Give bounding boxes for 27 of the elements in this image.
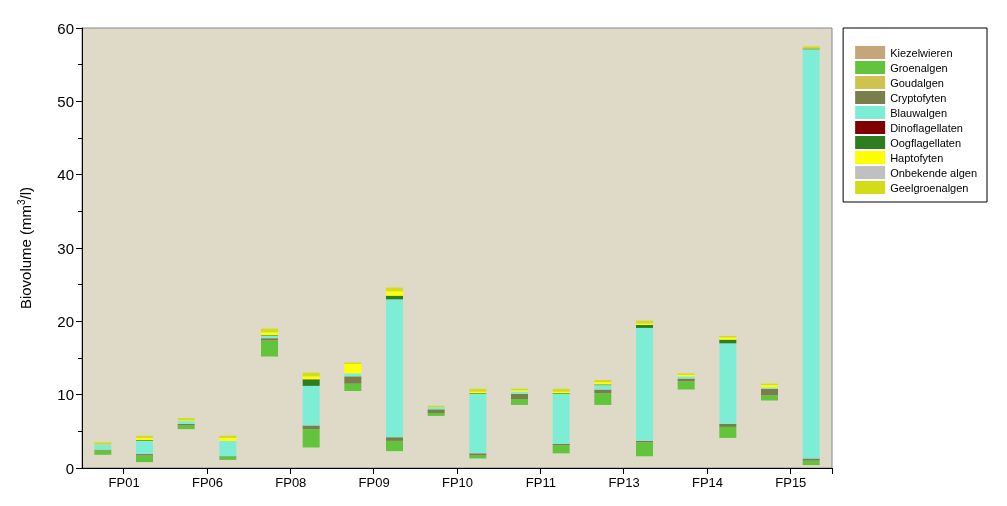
legend-label: Onbekende algen — [890, 166, 978, 179]
x-tick-label: FP13 — [608, 475, 640, 490]
legend-label: Blauwalgen — [890, 106, 948, 119]
legend-label: Groenalgen — [890, 61, 948, 74]
y-tick-label: 10 — [57, 386, 74, 404]
x-tick-label: FP01 — [108, 475, 140, 490]
x-tick-label: FP14 — [691, 475, 724, 490]
x-tick-label: FP09 — [358, 475, 390, 490]
legend-label: Kiezelwieren — [890, 46, 953, 59]
legend-label: Dinoflagellaten — [890, 121, 963, 134]
legend-label: Oogflagellaten — [890, 136, 962, 149]
y-tick-label: 60 — [57, 19, 74, 37]
y-axis-title: Biovolume (mm3/l) — [15, 186, 34, 310]
y-tick-label: 40 — [57, 166, 74, 184]
legend-label: Geelgroenalgen — [890, 181, 969, 194]
x-tick-label: FP15 — [775, 475, 807, 490]
y-tick-label: 20 — [57, 312, 74, 330]
legend-label: Cryptofyten — [890, 91, 947, 104]
legend-label: Goudalgen — [890, 76, 944, 89]
y-tick-label: 30 — [57, 239, 74, 257]
x-tick-label: FP08 — [275, 475, 307, 490]
x-tick-label: FP11 — [525, 475, 556, 490]
y-tick-label: 0 — [65, 459, 74, 477]
y-tick-label: 50 — [57, 92, 74, 110]
x-tick-label: FP10 — [441, 475, 474, 490]
x-tick-label: FP06 — [191, 475, 224, 490]
legend-label: Haptofyten — [890, 151, 944, 164]
